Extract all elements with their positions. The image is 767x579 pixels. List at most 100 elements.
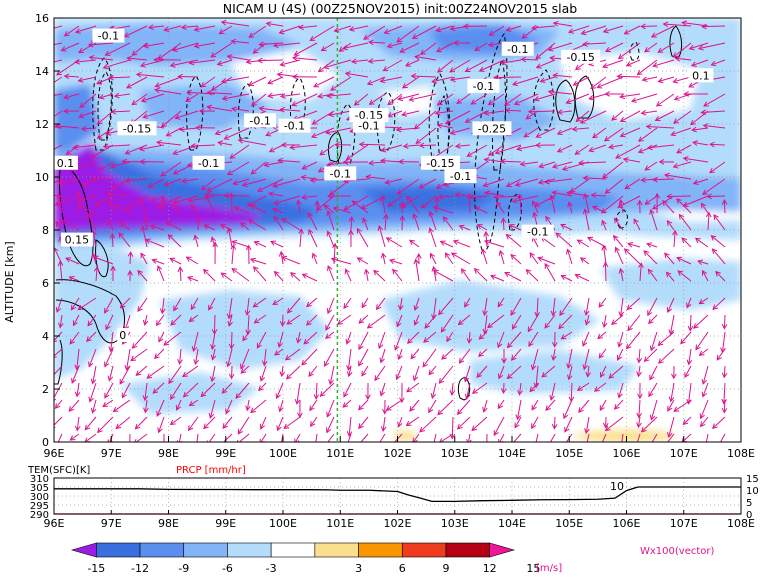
contour-label: -0.25	[478, 122, 506, 135]
u-warm-patch	[575, 430, 675, 442]
colorbar-segment	[446, 543, 490, 557]
wind-vector-head	[41, 28, 46, 33]
wind-vector-head	[42, 86, 47, 90]
wind-vector-head	[647, 446, 651, 451]
x-tick-label: 102E	[384, 447, 412, 460]
x-tick-label: 107E	[670, 517, 698, 530]
colorbar-segment	[402, 543, 446, 557]
contour-label: -0.1	[330, 167, 351, 180]
y-tick-label: 2	[42, 383, 49, 396]
colorbar-segment	[271, 543, 315, 557]
vector-legend: Wx100(vector)	[640, 546, 715, 557]
x-tick-label: 108E	[727, 447, 755, 460]
contour-label: -0.1	[249, 114, 270, 127]
colorbar-label: -12	[131, 562, 149, 575]
colorbar-segment	[140, 543, 184, 557]
wind-vector-head	[37, 192, 42, 197]
x-tick-label: 97E	[101, 447, 122, 460]
wind-vector-head	[194, 445, 199, 450]
y-tick-label: 16	[35, 12, 49, 25]
colorbar-label: -3	[266, 562, 277, 575]
wind-vector	[724, 315, 725, 329]
x-tick-label: 102E	[384, 517, 412, 530]
contour-label: -0.1	[450, 170, 471, 183]
y-tick-label: 6	[42, 277, 49, 290]
wind-vector-head	[703, 448, 708, 453]
wind-vector	[710, 144, 725, 145]
colorbar-segment	[184, 543, 228, 557]
contour-label: -0.1	[473, 80, 494, 93]
wind-vector-head	[716, 445, 720, 450]
wind-vector	[420, 145, 436, 146]
contour-label: -0.1	[198, 157, 219, 170]
wind-vector	[702, 26, 725, 27]
x-tick-label: 98E	[158, 447, 179, 460]
wind-vector-head	[321, 446, 326, 451]
wind-vector-head	[356, 442, 361, 447]
wind-vector	[360, 144, 385, 145]
contour-label: -0.15	[123, 122, 151, 135]
x-tick-label: 104E	[498, 517, 526, 530]
wind-vector	[605, 263, 606, 281]
wind-vector-head	[127, 450, 132, 454]
colorbar-segment	[72, 543, 96, 557]
contour-label: 0.15	[65, 234, 90, 247]
wind-vector-head	[597, 448, 601, 453]
wind-vector	[214, 315, 215, 334]
wind-vector	[258, 60, 283, 61]
tem-tick-label: 310	[30, 474, 49, 485]
wind-vector-head	[484, 449, 489, 453]
colorbar-label: 9	[442, 562, 449, 575]
wind-vector	[494, 77, 521, 78]
prcp-tick-label: 10	[746, 486, 759, 497]
x-tick-label: 105E	[555, 447, 583, 460]
colorbar-segment	[96, 543, 140, 557]
x-tick-label: 103E	[441, 447, 469, 460]
x-tick-label: 97E	[101, 517, 122, 530]
main-plot: -0.1-0.15-0.1-0.1-0.1-0.1-0.15-0.1-0.15-…	[3, 12, 755, 460]
colorbar-segment	[227, 543, 271, 557]
contour-label: -0.1	[284, 120, 305, 133]
wind-vector-head	[49, 375, 54, 380]
x-tick-label: 99E	[215, 447, 236, 460]
wind-vector-head	[48, 43, 53, 48]
colorbar-label: 12	[483, 562, 497, 575]
wind-vector-head	[44, 150, 49, 154]
contour-label: -0.15	[426, 157, 454, 170]
contour-label: 0.1	[692, 69, 710, 82]
x-tick-label: 98E	[158, 517, 179, 530]
wind-vector-head	[546, 446, 550, 451]
x-tick-label: 104E	[498, 447, 526, 460]
tem-annotation: 10	[610, 480, 624, 493]
colorbar-label: 6	[399, 562, 406, 575]
prcp-tick-label: 5	[746, 498, 752, 509]
contour-label: 0	[119, 329, 126, 342]
wind-vector	[724, 200, 725, 213]
y-tick-label: 0	[42, 436, 49, 449]
contour-label: -0.1	[507, 43, 528, 56]
y-tick-label: 10	[35, 171, 49, 184]
x-tick-label: 106E	[613, 447, 641, 460]
contour-label: -0.15	[566, 51, 594, 64]
y-tick-label: 8	[42, 224, 49, 237]
x-tick-label: 107E	[670, 447, 698, 460]
colorbar-label: 3	[355, 562, 362, 575]
x-tick-label: 106E	[613, 517, 641, 530]
prcp-axis-label: PRCP [mm/hr]	[176, 465, 246, 476]
x-tick-label: 100E	[269, 517, 297, 530]
wind-vector	[129, 434, 130, 455]
colorbar-segment	[315, 543, 359, 557]
prcp-tick-label: 0	[746, 510, 752, 521]
wind-vector	[231, 332, 232, 348]
contour-label: -0.1	[527, 226, 548, 239]
x-tick-label: 101E	[326, 447, 354, 460]
colorbar-segment	[490, 543, 514, 557]
wind-vector-head	[661, 446, 666, 451]
colorbar-label: -6	[222, 562, 233, 575]
contour-label: -0.1	[358, 120, 379, 133]
wind-vector	[231, 193, 232, 213]
x-tick-label: 99E	[215, 517, 236, 530]
colorbar-label: -9	[178, 562, 189, 575]
